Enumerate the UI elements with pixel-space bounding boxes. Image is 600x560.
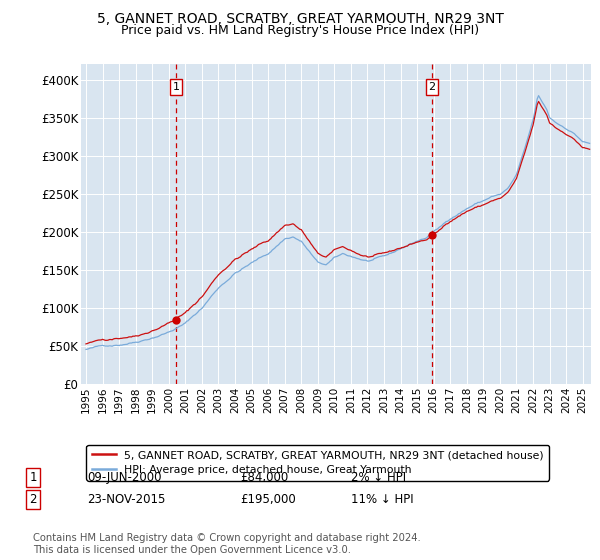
Text: 2: 2 [29,493,37,506]
Text: 1: 1 [29,470,37,484]
Text: 2% ↓ HPI: 2% ↓ HPI [351,470,406,484]
Text: Contains HM Land Registry data © Crown copyright and database right 2024.
This d: Contains HM Land Registry data © Crown c… [33,533,421,555]
Text: 11% ↓ HPI: 11% ↓ HPI [351,493,413,506]
Text: Price paid vs. HM Land Registry's House Price Index (HPI): Price paid vs. HM Land Registry's House … [121,24,479,36]
Legend: 5, GANNET ROAD, SCRATBY, GREAT YARMOUTH, NR29 3NT (detached house), HPI: Average: 5, GANNET ROAD, SCRATBY, GREAT YARMOUTH,… [86,445,550,480]
Text: 09-JUN-2000: 09-JUN-2000 [87,470,161,484]
Text: 5, GANNET ROAD, SCRATBY, GREAT YARMOUTH, NR29 3NT: 5, GANNET ROAD, SCRATBY, GREAT YARMOUTH,… [97,12,503,26]
Text: £84,000: £84,000 [240,470,288,484]
Text: £195,000: £195,000 [240,493,296,506]
Text: 2: 2 [428,82,436,92]
Text: 1: 1 [173,82,179,92]
Text: 23-NOV-2015: 23-NOV-2015 [87,493,166,506]
